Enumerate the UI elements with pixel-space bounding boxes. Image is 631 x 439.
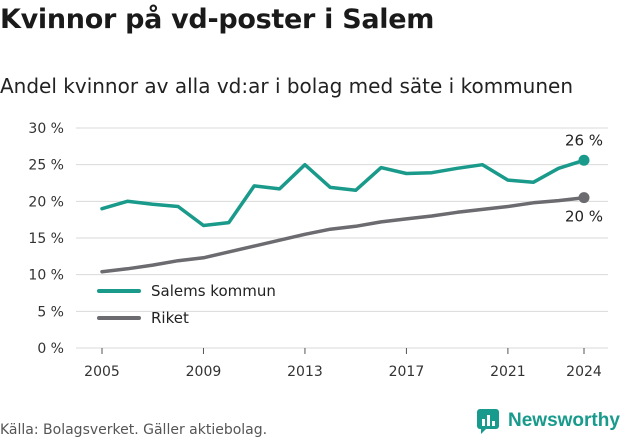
series-end-point (579, 155, 590, 166)
x-tick-label: 2021 (490, 364, 526, 380)
y-tick-label: 0 % (37, 341, 64, 357)
y-tick-label: 5 % (37, 304, 64, 320)
legend: Salems kommun Riket (99, 282, 276, 327)
x-axis-ticks: 2005 2009 2013 2017 2021 2024 (84, 348, 602, 380)
series-end-point (579, 192, 590, 203)
y-tick-label: 15 % (28, 231, 64, 247)
x-tick-label: 2013 (287, 364, 323, 380)
series-end-label: 26 % (565, 131, 603, 149)
newsworthy-logo-icon (476, 408, 502, 434)
x-tick-label: 2005 (84, 364, 120, 380)
x-tick-label: 2024 (566, 364, 602, 380)
brand-name: Newsworthy (508, 410, 620, 432)
x-tick-label: 2009 (186, 364, 222, 380)
y-tick-label: 30 % (28, 121, 64, 137)
legend-label: Riket (151, 309, 189, 327)
x-tick-label: 2017 (389, 364, 425, 380)
y-tick-label: 20 % (28, 194, 64, 210)
series-end-label: 20 % (565, 208, 603, 226)
y-tick-label: 25 % (28, 158, 64, 174)
brand-logo: Newsworthy (476, 408, 620, 434)
series-line-salem (102, 160, 584, 225)
source-note: Källa: Bolagsverket. Gäller aktiebolag. (0, 422, 267, 438)
legend-label: Salems kommun (151, 282, 276, 300)
y-tick-label: 10 % (28, 268, 64, 284)
y-axis-ticks: 0 % 5 % 10 % 15 % 20 % 25 % 30 % (28, 121, 64, 357)
series-line-riket (102, 198, 584, 272)
line-chart: 0 %5 %10 %15 %20 %25 %30 % 2005 2009 2013 2… (0, 0, 631, 439)
